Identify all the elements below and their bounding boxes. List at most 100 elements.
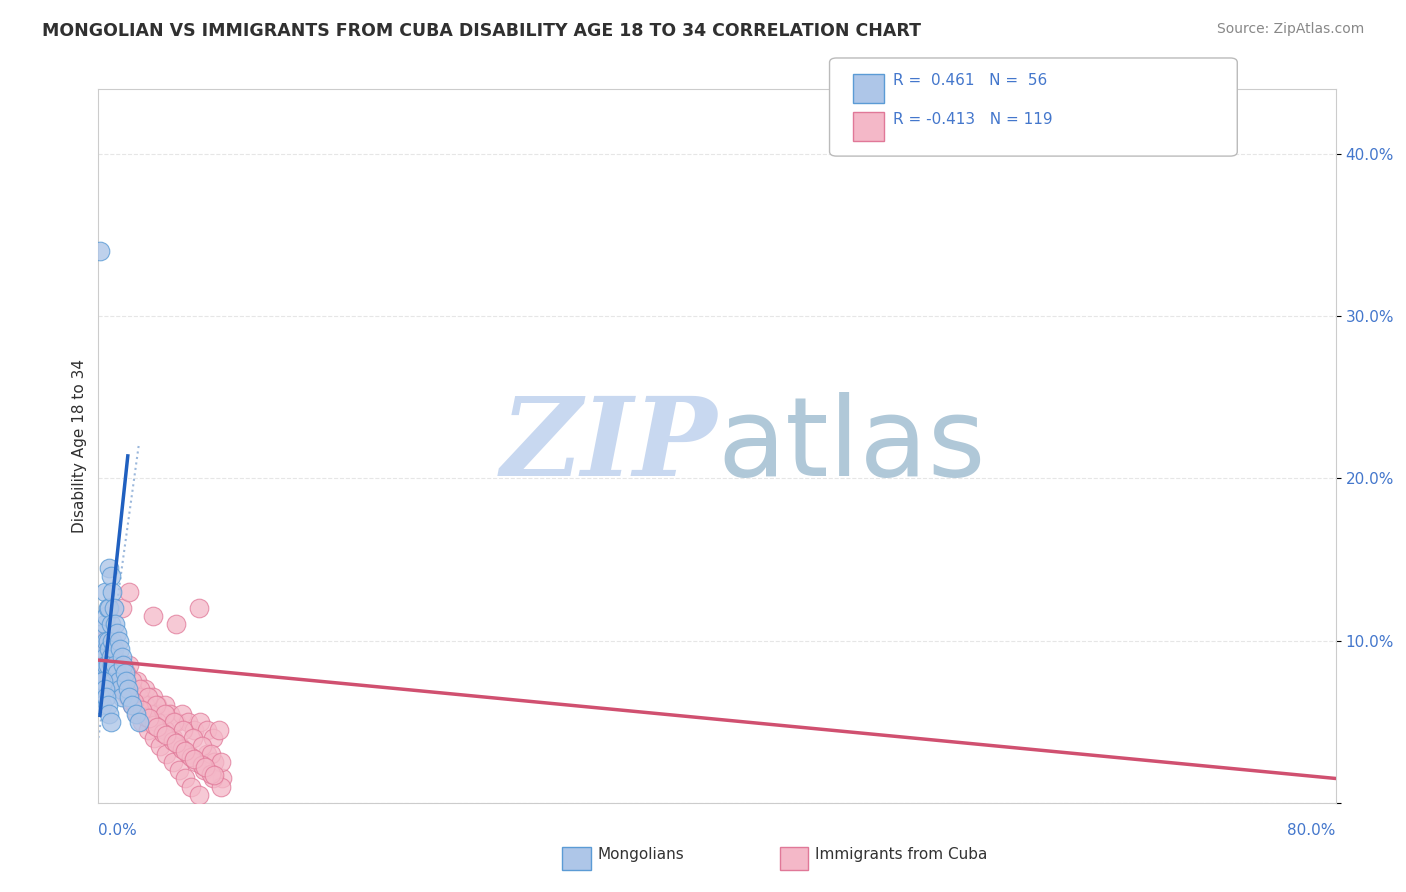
Point: [209, 780, 232, 794]
Point: [103, 666, 125, 681]
Point: [153, 706, 176, 721]
Point: [112, 657, 135, 672]
Point: [98, 657, 121, 672]
Point: [93, 633, 115, 648]
Point: [152, 726, 174, 740]
Point: [118, 585, 141, 599]
Text: ZIP: ZIP: [501, 392, 717, 500]
Point: [104, 617, 127, 632]
Point: [131, 714, 153, 729]
Point: [127, 674, 149, 689]
Point: [96, 633, 118, 648]
Point: [90, 649, 112, 664]
Point: [97, 641, 120, 656]
Point: [136, 690, 159, 705]
Point: [103, 601, 125, 615]
Point: [122, 695, 145, 709]
Point: [108, 682, 131, 697]
Point: [200, 747, 222, 761]
Point: [139, 706, 162, 721]
Point: [124, 706, 146, 721]
Point: [188, 788, 211, 802]
Point: [107, 677, 129, 691]
Point: [118, 690, 141, 705]
Point: [143, 731, 166, 745]
Y-axis label: Disability Age 18 to 34: Disability Age 18 to 34: [72, 359, 87, 533]
Point: [96, 657, 118, 672]
Point: [115, 674, 138, 689]
Point: [180, 780, 202, 794]
Point: [180, 750, 202, 764]
Point: [188, 601, 211, 615]
Point: [115, 666, 138, 681]
Point: [162, 731, 184, 745]
Point: [134, 698, 156, 713]
Point: [153, 723, 176, 737]
Point: [120, 693, 142, 707]
Point: [103, 641, 125, 656]
Point: [201, 772, 224, 786]
Point: [195, 723, 218, 737]
Point: [90, 657, 112, 672]
Point: [129, 682, 152, 697]
Point: [101, 649, 124, 664]
Point: [107, 674, 129, 689]
Point: [117, 690, 139, 705]
Point: [100, 568, 122, 582]
Point: [101, 633, 124, 648]
Point: [163, 714, 186, 729]
Point: [98, 641, 121, 656]
Point: [89, 244, 111, 259]
Point: [90, 698, 112, 713]
Point: [200, 766, 222, 780]
Point: [108, 657, 131, 672]
Point: [105, 625, 128, 640]
Point: [103, 657, 125, 672]
Point: [96, 649, 118, 664]
Point: [111, 649, 132, 664]
Point: [108, 641, 131, 656]
Point: [96, 655, 118, 669]
Text: Immigrants from Cuba: Immigrants from Cuba: [815, 847, 988, 862]
Point: [97, 601, 120, 615]
Point: [97, 698, 120, 713]
Point: [169, 739, 191, 753]
Text: 80.0%: 80.0%: [1288, 823, 1336, 838]
Point: [170, 742, 193, 756]
Point: [101, 585, 124, 599]
Point: [136, 723, 159, 737]
Point: [103, 674, 125, 689]
Point: [131, 690, 153, 705]
Point: [91, 657, 114, 672]
Point: [104, 671, 127, 685]
Point: [121, 682, 143, 697]
Point: [149, 706, 172, 721]
Point: [98, 641, 121, 656]
Point: [103, 649, 125, 664]
Point: [97, 661, 120, 675]
Point: [194, 760, 217, 774]
Point: [174, 772, 197, 786]
Point: [162, 756, 184, 770]
Point: [131, 703, 153, 717]
Point: [159, 706, 181, 721]
Point: [134, 682, 156, 697]
Point: [201, 731, 224, 745]
Point: [181, 731, 204, 745]
Point: [91, 674, 114, 689]
Point: [170, 706, 193, 721]
Point: [191, 739, 214, 753]
Point: [155, 747, 177, 761]
Text: Source: ZipAtlas.com: Source: ZipAtlas.com: [1216, 22, 1364, 37]
Point: [204, 756, 226, 770]
Point: [127, 706, 149, 721]
Point: [90, 674, 112, 689]
Point: [165, 617, 187, 632]
Point: [153, 698, 176, 713]
Point: [121, 674, 143, 689]
Point: [208, 723, 231, 737]
Point: [98, 706, 121, 721]
Point: [211, 772, 233, 786]
Point: [91, 653, 114, 667]
Point: [117, 682, 139, 697]
